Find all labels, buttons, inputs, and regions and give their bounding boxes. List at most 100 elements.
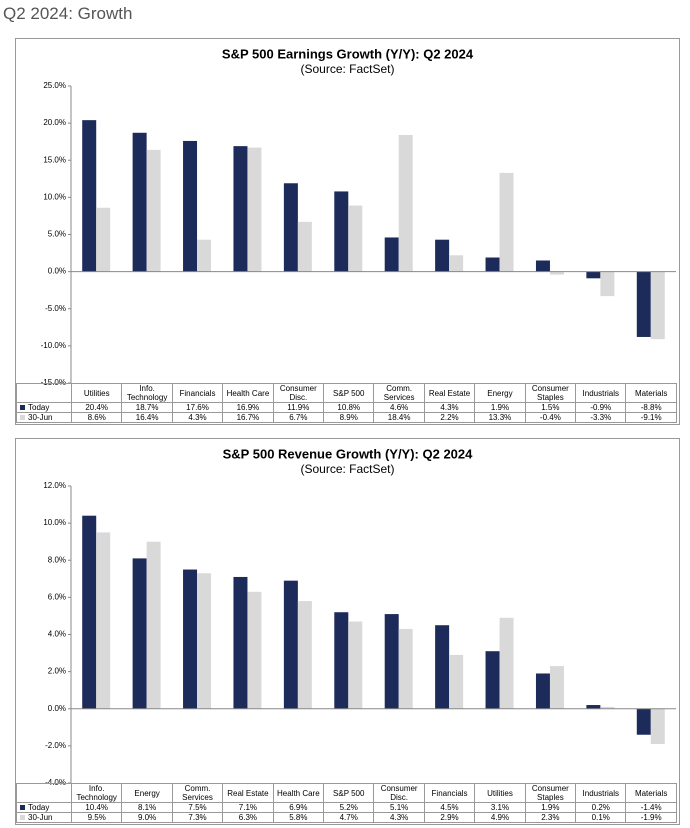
x-tick-label: Real Estate xyxy=(222,783,274,803)
bar xyxy=(499,172,514,272)
y-tick-label: 0.0% xyxy=(48,267,66,276)
data-label: 3.1% xyxy=(474,802,526,813)
data-label: 7.5% xyxy=(171,802,224,813)
bar xyxy=(449,255,464,272)
bar xyxy=(297,601,312,709)
chart-subtitle: (Source: FactSet) xyxy=(300,62,394,76)
data-label: 4.5% xyxy=(423,802,476,813)
data-label: 4.3% xyxy=(423,402,476,413)
data-label: 20.4% xyxy=(70,402,123,413)
x-tick-label: Info. Technology xyxy=(70,783,123,803)
data-table: Utilities Info. Technology Financials Healt… xyxy=(16,383,677,423)
data-label: 8.6% xyxy=(70,412,123,423)
data-label: 1.5% xyxy=(524,402,577,413)
bar xyxy=(247,147,262,272)
data-label: -8.8% xyxy=(625,402,677,413)
bar xyxy=(146,541,161,709)
bar xyxy=(485,257,500,272)
bar xyxy=(197,239,212,272)
data-label: 6.9% xyxy=(272,802,325,813)
y-tick-label: 15.0% xyxy=(43,155,66,164)
legend-swatch xyxy=(20,805,25,810)
data-label: 2.3% xyxy=(524,812,577,823)
bar xyxy=(449,654,464,709)
legend-swatch xyxy=(20,815,25,820)
bar xyxy=(586,705,601,709)
bar xyxy=(650,271,665,340)
data-label: 8.1% xyxy=(121,802,173,813)
y-tick-label: -4.0% xyxy=(45,778,66,787)
bar xyxy=(435,239,450,272)
data-label: 7.3% xyxy=(171,812,224,823)
bar xyxy=(334,612,349,709)
bar xyxy=(297,221,312,272)
data-label: -3.3% xyxy=(575,412,627,423)
bar xyxy=(586,271,601,279)
data-label: -0.9% xyxy=(575,402,627,413)
x-tick-label: Financials xyxy=(423,783,476,803)
table-row: 30-Jun 8.6% 16.4% 4.3% 16.7% 6.7% 8.9% 18.4% 2.2… xyxy=(16,412,677,423)
data-label: 16.9% xyxy=(222,402,274,413)
x-tick-label: Comm. Services xyxy=(373,383,425,403)
legend-entry: Today xyxy=(16,402,72,413)
x-tick-label: Real Estate xyxy=(423,383,476,403)
y-tick-label: -5.0% xyxy=(45,304,66,313)
x-tick-label: Consumer Disc. xyxy=(373,783,425,803)
x-tick-label: Energy xyxy=(474,383,526,403)
data-label: 16.7% xyxy=(222,412,274,423)
bar xyxy=(435,625,450,709)
bar xyxy=(82,515,97,709)
data-label: 1.9% xyxy=(524,802,577,813)
legend-label: 30-Jun xyxy=(28,813,53,822)
y-tick-label: 4.0% xyxy=(48,630,66,639)
y-tick-label: 12.0% xyxy=(43,481,66,490)
legend-entry: 30-Jun xyxy=(16,812,72,823)
bar xyxy=(348,205,363,272)
page-heading: Q2 2024: Growth xyxy=(3,4,133,23)
y-tick-label: 6.0% xyxy=(48,592,66,601)
data-label: 6.7% xyxy=(272,412,325,423)
x-tick-label: Utilities xyxy=(474,783,526,803)
y-tick-label: 0.0% xyxy=(48,704,66,713)
data-label: 1.9% xyxy=(474,402,526,413)
data-label: 0.1% xyxy=(575,812,627,823)
chart-subtitle: (Source: FactSet) xyxy=(300,462,394,476)
bar xyxy=(650,708,665,745)
y-tick-label: 2.0% xyxy=(48,667,66,676)
table-row: Today 20.4% 18.7% 17.6% 16.9% 11.9% 10.8% 4.6% 4… xyxy=(16,402,677,413)
data-label: -9.1% xyxy=(625,412,677,423)
data-label: -1.4% xyxy=(625,802,677,813)
data-label: 16.4% xyxy=(121,412,173,423)
bar xyxy=(183,569,198,709)
legend-swatch xyxy=(20,415,25,420)
y-tick-label: 10.0% xyxy=(43,192,66,201)
x-tick-label: Financials xyxy=(171,383,224,403)
legend-label: 30-Jun xyxy=(28,413,53,422)
x-tick-label: Materials xyxy=(625,383,677,403)
bar xyxy=(283,580,298,709)
x-tick-label: Info. Technology xyxy=(121,383,173,403)
data-label: 10.8% xyxy=(323,402,375,413)
data-label: 9.5% xyxy=(70,812,123,823)
bar xyxy=(348,621,363,709)
bar xyxy=(233,146,248,272)
data-label: -0.4% xyxy=(524,412,577,423)
bar xyxy=(96,532,111,709)
chart-title: S&P 500 Revenue Growth (Y/Y): Q2 2024 xyxy=(223,446,474,461)
table-corner xyxy=(16,783,72,803)
chart: S&P 500 Earnings Growth (Y/Y): Q2 2024(S… xyxy=(41,46,676,387)
table-row: Today 10.4% 8.1% 7.5% 7.1% 6.9% 5.2% 5.1% 4.5% 3.… xyxy=(16,802,677,813)
data-label: 18.4% xyxy=(373,412,425,423)
chart: S&P 500 Revenue Growth (Y/Y): Q2 2024(So… xyxy=(43,446,676,787)
data-table: Info. Technology Energy Comm. Services Real… xyxy=(16,783,677,823)
y-tick-label: 10.0% xyxy=(43,518,66,527)
data-label: 4.3% xyxy=(171,412,224,423)
bar xyxy=(485,651,500,709)
table-header-row: Utilities Info. Technology Financials Healt… xyxy=(16,383,677,403)
chart-panel: S&P 500 Revenue Growth (Y/Y): Q2 2024 (So… xyxy=(15,438,680,825)
legend-label: Today xyxy=(28,803,50,812)
bar xyxy=(233,576,248,709)
y-tick-label: -10.0% xyxy=(41,341,66,350)
bar xyxy=(197,573,212,709)
